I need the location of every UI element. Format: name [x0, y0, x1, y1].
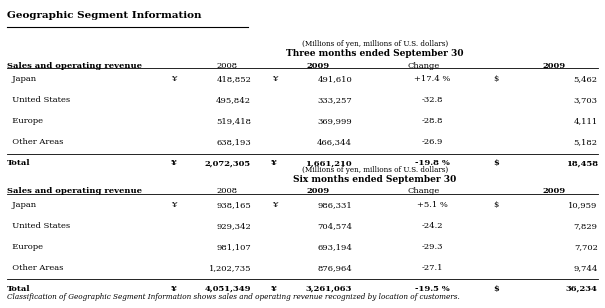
- Text: 36,234: 36,234: [566, 285, 598, 293]
- Text: -27.1: -27.1: [422, 264, 443, 272]
- Text: 9,744: 9,744: [574, 264, 598, 272]
- Text: 418,852: 418,852: [216, 75, 251, 83]
- Text: Total: Total: [7, 285, 31, 293]
- Text: ¥: ¥: [171, 75, 177, 83]
- Text: Classification of Geographic Segment Information shows sales and operating reven: Classification of Geographic Segment Inf…: [7, 293, 460, 301]
- Text: 938,165: 938,165: [217, 201, 251, 209]
- Text: -28.8: -28.8: [422, 117, 443, 125]
- Text: 2008: 2008: [217, 62, 237, 70]
- Text: +5.1 %: +5.1 %: [417, 201, 448, 209]
- Text: 704,574: 704,574: [317, 222, 352, 230]
- Text: Sales and operating revenue: Sales and operating revenue: [7, 62, 142, 70]
- Text: 3,261,063: 3,261,063: [306, 285, 352, 293]
- Text: 519,418: 519,418: [216, 117, 251, 125]
- Text: (Millions of yen, millions of U.S. dollars): (Millions of yen, millions of U.S. dolla…: [302, 40, 448, 48]
- Text: Geographic Segment Information: Geographic Segment Information: [7, 11, 201, 20]
- Text: 1,202,735: 1,202,735: [209, 264, 251, 272]
- Text: 2009: 2009: [542, 62, 565, 70]
- Text: 10,959: 10,959: [568, 201, 598, 209]
- Text: Other Areas: Other Areas: [7, 138, 64, 146]
- Text: 638,193: 638,193: [217, 138, 251, 146]
- Text: 466,344: 466,344: [317, 138, 352, 146]
- Text: Change: Change: [407, 62, 440, 70]
- Text: 3,703: 3,703: [574, 96, 598, 104]
- Text: 7,829: 7,829: [574, 222, 598, 230]
- Text: ¥: ¥: [271, 159, 277, 167]
- Text: -19.8 %: -19.8 %: [415, 159, 450, 167]
- Text: 5,182: 5,182: [574, 138, 598, 146]
- Text: 2009: 2009: [542, 187, 565, 195]
- Text: Total: Total: [7, 159, 31, 167]
- Text: 929,342: 929,342: [217, 222, 251, 230]
- Text: -24.2: -24.2: [422, 222, 443, 230]
- Text: Other Areas: Other Areas: [7, 264, 64, 272]
- Text: 4,111: 4,111: [574, 117, 598, 125]
- Text: 495,842: 495,842: [216, 96, 251, 104]
- Text: $: $: [494, 75, 499, 83]
- Text: 876,964: 876,964: [318, 264, 352, 272]
- Text: ¥: ¥: [272, 75, 277, 83]
- Text: 1,661,210: 1,661,210: [306, 159, 352, 167]
- Text: Sales and operating revenue: Sales and operating revenue: [7, 187, 142, 195]
- Text: 4,051,349: 4,051,349: [204, 285, 251, 293]
- Text: 2,072,305: 2,072,305: [205, 159, 251, 167]
- Text: 2009: 2009: [306, 62, 329, 70]
- Text: Change: Change: [407, 187, 440, 195]
- Text: ¥: ¥: [171, 159, 177, 167]
- Text: $: $: [493, 285, 499, 293]
- Text: 5,462: 5,462: [574, 75, 598, 83]
- Text: Europe: Europe: [7, 117, 44, 125]
- Text: -29.3: -29.3: [422, 243, 443, 251]
- Text: 693,194: 693,194: [317, 243, 352, 251]
- Text: Three months ended September 30: Three months ended September 30: [286, 49, 464, 58]
- Text: Six months ended September 30: Six months ended September 30: [293, 175, 457, 184]
- Text: ¥: ¥: [171, 285, 177, 293]
- Text: Europe: Europe: [7, 243, 44, 251]
- Text: -26.9: -26.9: [422, 138, 443, 146]
- Text: 491,610: 491,610: [318, 75, 352, 83]
- Text: 2008: 2008: [217, 187, 237, 195]
- Text: ¥: ¥: [271, 285, 277, 293]
- Text: Japan: Japan: [7, 201, 36, 209]
- Text: 333,257: 333,257: [318, 96, 352, 104]
- Text: Japan: Japan: [7, 75, 36, 83]
- Text: (Millions of yen, millions of U.S. dollars): (Millions of yen, millions of U.S. dolla…: [302, 166, 448, 174]
- Text: 986,331: 986,331: [318, 201, 352, 209]
- Text: ¥: ¥: [272, 201, 277, 209]
- Text: United States: United States: [7, 96, 70, 104]
- Text: United States: United States: [7, 222, 70, 230]
- Text: 981,107: 981,107: [217, 243, 251, 251]
- Text: 7,702: 7,702: [574, 243, 598, 251]
- Text: 18,458: 18,458: [566, 159, 598, 167]
- Text: ¥: ¥: [171, 201, 177, 209]
- Text: $: $: [493, 159, 499, 167]
- Text: -32.8: -32.8: [422, 96, 443, 104]
- Text: 2009: 2009: [306, 187, 329, 195]
- Text: +17.4 %: +17.4 %: [414, 75, 451, 83]
- Text: -19.5 %: -19.5 %: [415, 285, 450, 293]
- Text: 369,999: 369,999: [318, 117, 352, 125]
- Text: $: $: [494, 201, 499, 209]
